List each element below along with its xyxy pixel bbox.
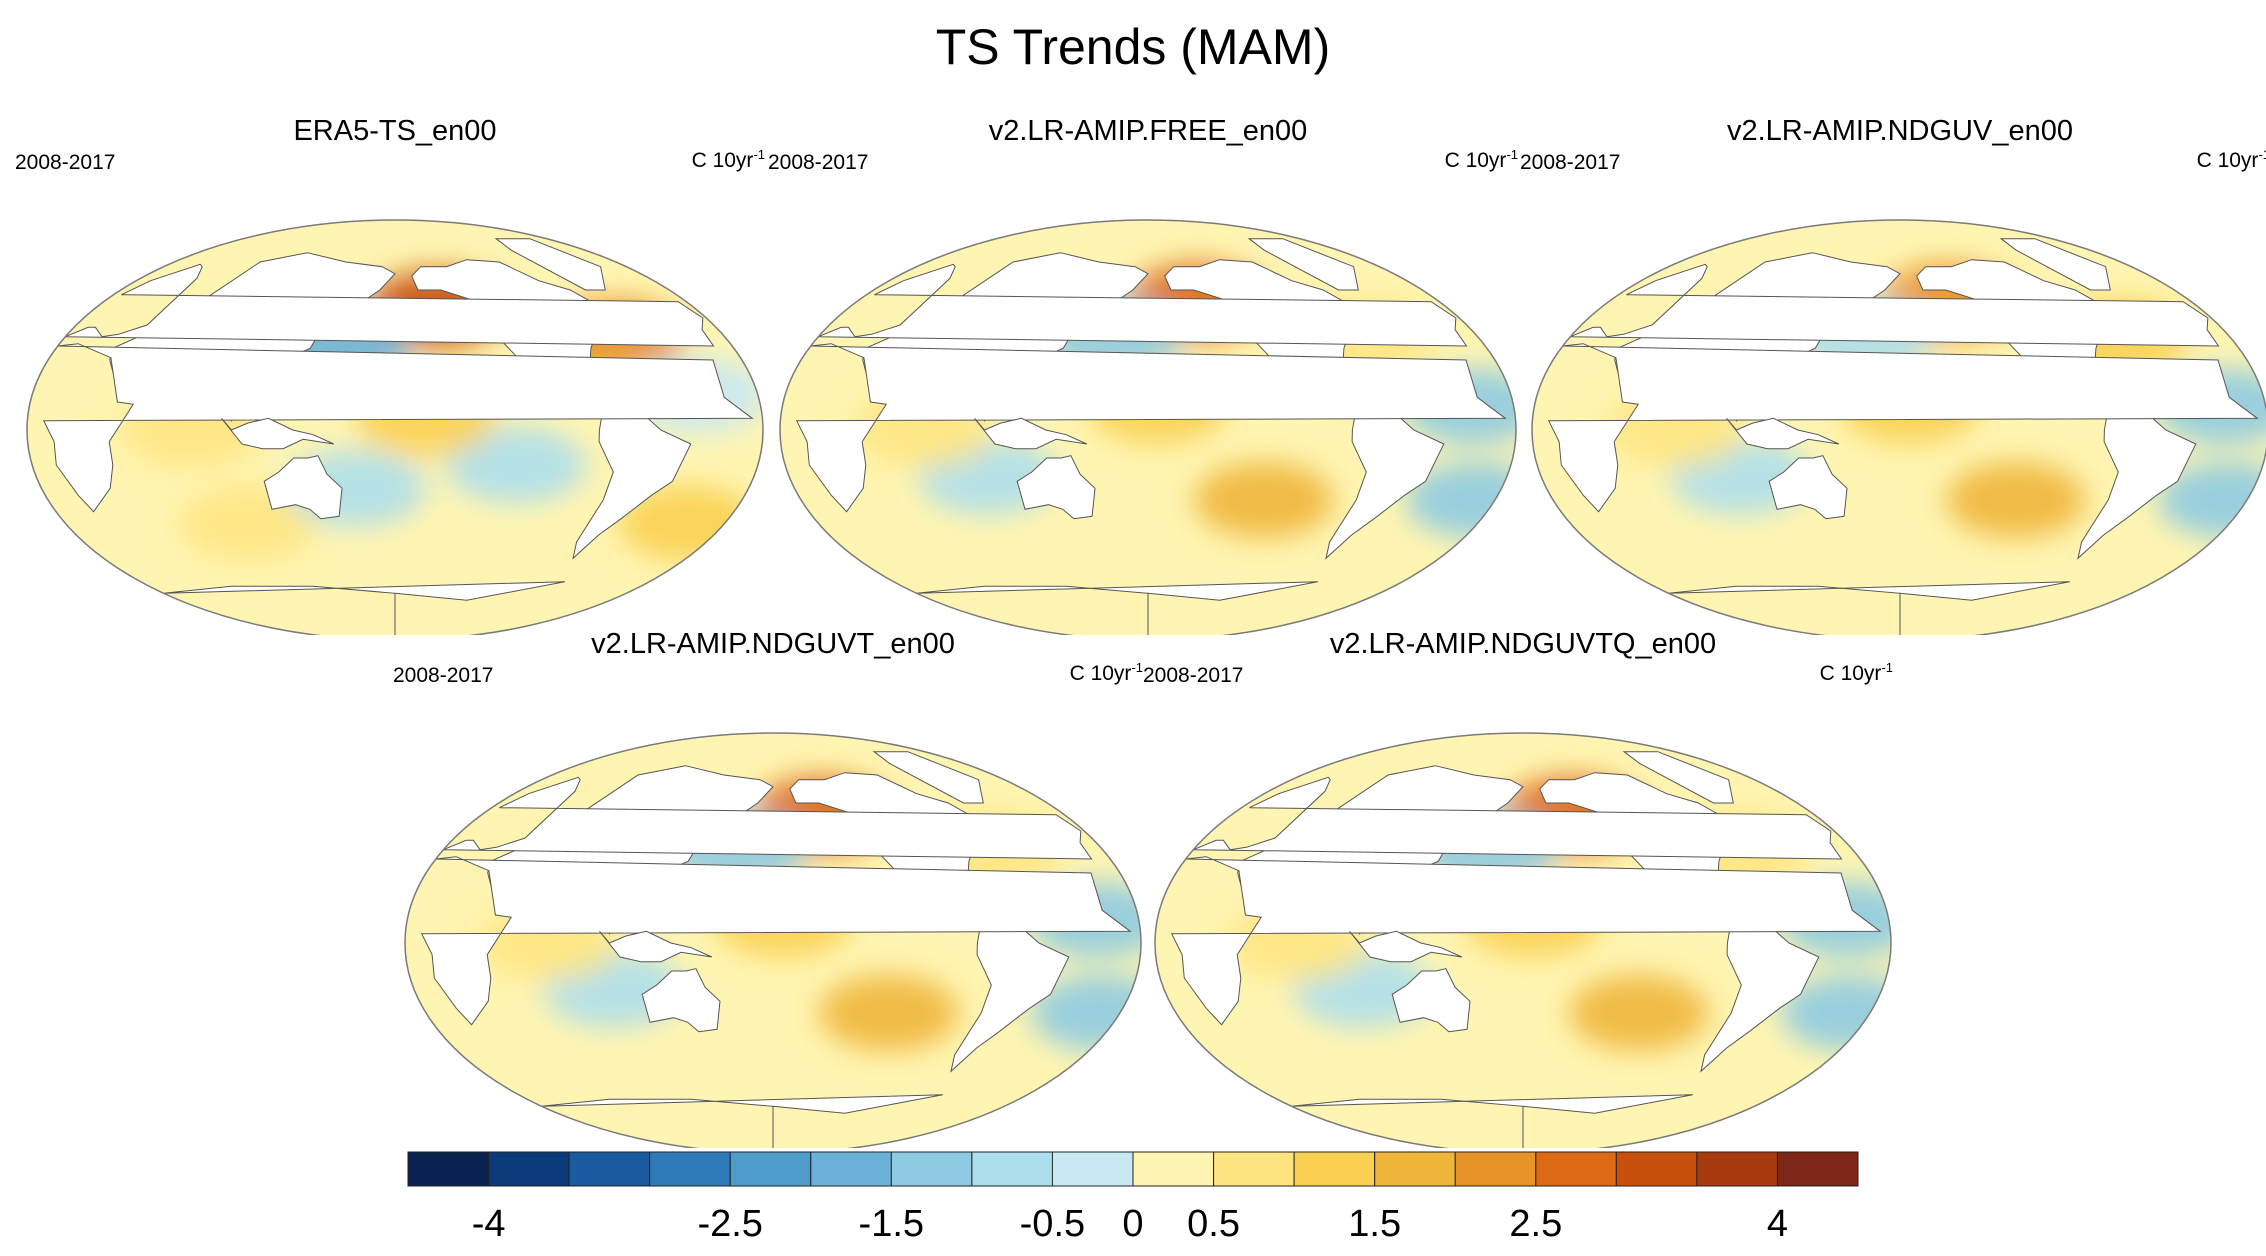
panel-title: v2.LR-AMIP.NDGUVT_en00 <box>591 628 955 660</box>
colorbar-swatch-4 <box>729 1151 812 1187</box>
land-south-america <box>2077 406 2197 560</box>
colorbar-tick-label: 1.5 <box>1348 1203 1401 1245</box>
colorbar-swatch-15 <box>1615 1151 1698 1187</box>
map-panel-ndguvtq: v2.LR-AMIP.NDGUVTQ_en00 2008-2017 C 10yr… <box>1143 628 1903 1148</box>
map-panel-era5: ERA5-TS_en00 2008-2017 C 10yr-1 <box>15 115 775 635</box>
land-europe <box>1193 776 1843 860</box>
map-svg <box>404 732 1142 1148</box>
land-greenland <box>494 238 606 291</box>
units-label: C 10yr-1 <box>1819 660 1893 685</box>
panel-title: v2.LR-AMIP.NDGUVTQ_en00 <box>1329 628 1717 660</box>
units-label: C 10yr-1 <box>1069 660 1143 685</box>
colorbar-swatch-5 <box>810 1151 892 1187</box>
panel-title: v2.LR-AMIP.NDGUV_en00 <box>1726 115 2073 147</box>
land-australia <box>1016 455 1096 520</box>
colorbar-swatch-12 <box>1374 1151 1456 1187</box>
panel-title: v2.LR-AMIP.FREE_en00 <box>988 115 1308 147</box>
map-outline <box>26 219 764 635</box>
panel-title: ERA5-TS_en00 <box>293 115 497 147</box>
colorbar-tick-label: -0.5 <box>1020 1203 1085 1245</box>
units-label: C 10yr-1 <box>1444 147 1518 172</box>
colorbar-tick-label: -4 <box>472 1203 506 1245</box>
map-svg <box>1531 219 2266 635</box>
land-europe <box>65 263 715 347</box>
land-europe <box>818 263 1468 347</box>
land-europe <box>1570 263 2220 347</box>
colorbar-tick-label: 0 <box>1122 1203 1143 1245</box>
map-panel-ndguvt: v2.LR-AMIP.NDGUVT_en00 2008-2017 C 10yr-… <box>393 628 1153 1148</box>
land-greenland <box>872 751 984 804</box>
colorbar-tick-label: -2.5 <box>697 1203 762 1245</box>
land-indonesia <box>599 930 713 963</box>
land-australia <box>1768 455 1848 520</box>
units-label: C 10yr-1 <box>2196 147 2266 172</box>
land-greenland <box>1622 751 1734 804</box>
land-antarctica <box>541 1094 943 1148</box>
land-antarctica <box>1668 581 2070 635</box>
land-antarctica <box>1291 1094 1693 1148</box>
land-africa <box>795 343 1507 513</box>
colorbar-tick-label: -1.5 <box>859 1203 924 1245</box>
colorbar-tick-label: 4 <box>1767 1203 1788 1245</box>
land-indonesia <box>221 417 335 450</box>
map-panel-ndguv: v2.LR-AMIP.NDGUV_en00 2008-2017 C 10yr-1 <box>1520 115 2266 635</box>
map-outline <box>1531 219 2266 635</box>
period-label: 2008-2017 <box>15 151 116 174</box>
trend-anomaly-3 <box>1945 462 2086 538</box>
trend-anomaly-3 <box>818 975 959 1051</box>
colorbar-swatch-0 <box>407 1151 490 1187</box>
colorbar-tick-label: 2.5 <box>1509 1203 1562 1245</box>
colorbar-swatch-16 <box>1696 1151 1779 1187</box>
land-south-america <box>1700 919 1820 1073</box>
land-south-america <box>1325 406 1445 560</box>
land-africa <box>42 343 754 513</box>
period-label: 2008-2017 <box>768 151 869 174</box>
units-label: C 10yr-1 <box>691 147 765 172</box>
land-greenland <box>1247 238 1359 291</box>
colorbar-swatch-3 <box>649 1151 731 1187</box>
colorbar-swatch-11 <box>1293 1151 1376 1187</box>
map-outline <box>779 219 1517 635</box>
land-antarctica <box>163 581 565 635</box>
land-australia <box>263 455 343 520</box>
figure-title: TS Trends (MAM) <box>935 19 1331 75</box>
trend-anomaly-3 <box>1568 975 1709 1051</box>
land-australia <box>641 968 721 1033</box>
colorbar-swatch-7 <box>971 1151 1054 1187</box>
land-africa <box>1170 856 1882 1026</box>
colorbar-tick-label: 0.5 <box>1187 1203 1240 1245</box>
land-south-america <box>950 919 1070 1073</box>
trend-anomaly-3 <box>446 427 586 503</box>
colorbar-swatch-8 <box>1051 1151 1134 1187</box>
land-indonesia <box>974 417 1088 450</box>
land-europe <box>443 776 1093 860</box>
period-label: 2008-2017 <box>1520 151 1621 174</box>
land-antarctica <box>916 581 1318 635</box>
map-svg <box>26 219 764 635</box>
colorbar-swatch-6 <box>890 1151 973 1187</box>
period-label: 2008-2017 <box>393 664 494 687</box>
land-south-america <box>572 406 692 560</box>
land-indonesia <box>1726 417 1840 450</box>
land-australia <box>1391 968 1471 1033</box>
land-greenland <box>1999 238 2111 291</box>
map-panel-free: v2.LR-AMIP.FREE_en00 2008-2017 C 10yr-1 <box>768 115 1528 635</box>
land-africa <box>420 856 1132 1026</box>
colorbar-swatch-10 <box>1213 1151 1295 1187</box>
colorbar-swatch-17 <box>1776 1151 1859 1187</box>
colorbar-swatch-1 <box>488 1151 570 1187</box>
map-outline <box>1154 732 1892 1148</box>
land-indonesia <box>1349 930 1463 963</box>
map-svg <box>779 219 1517 635</box>
period-label: 2008-2017 <box>1143 664 1244 687</box>
map-outline <box>404 732 1142 1148</box>
map-svg <box>1154 732 1892 1148</box>
trend-anomaly-3 <box>1193 462 1334 538</box>
land-africa <box>1547 343 2259 513</box>
colorbar-swatch-13 <box>1454 1151 1537 1187</box>
colorbar-swatch-14 <box>1535 1151 1617 1187</box>
colorbar-swatch-2 <box>568 1151 651 1187</box>
colorbar-swatch-9 <box>1132 1151 1215 1187</box>
